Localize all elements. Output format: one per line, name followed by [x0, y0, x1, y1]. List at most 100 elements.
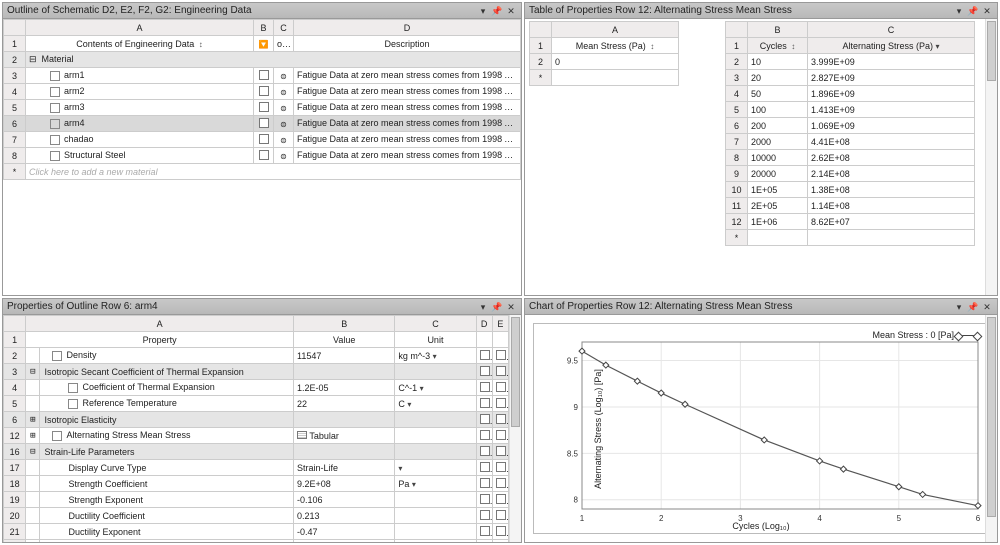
props-row[interactable]: 20Ductility Coefficient0.213 — [4, 508, 509, 524]
expand-icon[interactable]: ⊟ — [30, 367, 35, 377]
cycles-row[interactable]: 3202.827E+09 — [726, 70, 975, 86]
checkbox[interactable] — [496, 478, 506, 488]
outline-row[interactable]: 3arm1⊜Fatigue Data at zero mean stress c… — [4, 68, 521, 84]
checkbox[interactable] — [480, 430, 490, 440]
pin-icon[interactable]: 📌 — [491, 301, 503, 313]
outline-row[interactable]: 5arm3⊜Fatigue Data at zero mean stress c… — [4, 100, 521, 116]
source-icon[interactable]: ⊜ — [280, 88, 287, 97]
props-row[interactable]: 18Strength Coefficient9.2E+08Pa ▾ — [4, 476, 509, 492]
dropdown-icon[interactable]: ▾ — [953, 5, 965, 17]
props-row[interactable]: 3⊟Isotropic Secant Coefficient of Therma… — [4, 364, 509, 380]
scrollbar[interactable] — [985, 19, 997, 295]
dropdown-icon[interactable]: ▾ — [433, 352, 437, 361]
props-row[interactable]: 4Coefficient of Thermal Expansion1.2E-05… — [4, 380, 509, 396]
outline-row[interactable]: 4arm2⊜Fatigue Data at zero mean stress c… — [4, 84, 521, 100]
props-grid[interactable]: A B C D E 1 Property Value Unit 2Density… — [3, 315, 509, 542]
cycles-row[interactable]: 62001.069E+09 — [726, 118, 975, 134]
checkbox[interactable] — [480, 350, 490, 360]
cycles-grid[interactable]: BC 1Cycles ↕Alternating Stress (Pa) ▾ 21… — [725, 21, 975, 246]
outline-row[interactable]: 6arm4⊜Fatigue Data at zero mean stress c… — [4, 116, 521, 132]
outline-row[interactable]: 8Structural Steel⊜Fatigue Data at zero m… — [4, 148, 521, 164]
props-row[interactable]: 5Reference Temperature22C ▾ — [4, 396, 509, 412]
source-icon[interactable]: ⊜ — [280, 120, 287, 129]
pin-icon[interactable]: 📌 — [491, 5, 503, 17]
checkbox[interactable] — [496, 510, 506, 520]
cycles-row[interactable]: 2103.999E+09 — [726, 54, 975, 70]
cycles-row[interactable]: 4501.896E+09 — [726, 86, 975, 102]
props-row[interactable]: 12⊞Alternating Stress Mean Stress Tabula… — [4, 428, 509, 444]
checkbox[interactable] — [496, 542, 506, 543]
close-icon[interactable]: ✕ — [505, 5, 517, 17]
dropdown-icon[interactable]: ▾ — [477, 5, 489, 17]
checkbox[interactable] — [480, 462, 490, 472]
pin-icon[interactable]: 📌 — [967, 5, 979, 17]
checkbox[interactable] — [259, 70, 269, 80]
source-icon[interactable]: ⊜ — [280, 104, 287, 113]
props-row[interactable]: 19Strength Exponent-0.106 — [4, 492, 509, 508]
expand-icon[interactable]: ⊞ — [30, 431, 35, 441]
checkbox[interactable] — [259, 102, 269, 112]
checkbox[interactable] — [496, 382, 506, 392]
hdr-desc[interactable]: Description — [294, 36, 521, 52]
scrollbar[interactable] — [985, 315, 997, 542]
cycles-row[interactable]: 101E+051.38E+08 — [726, 182, 975, 198]
props-row[interactable]: 21Ductility Exponent-0.47 — [4, 524, 509, 540]
add-material[interactable]: Click here to add a new material — [26, 164, 521, 180]
dropdown-icon[interactable]: ▾ — [477, 301, 489, 313]
checkbox[interactable] — [480, 510, 490, 520]
material-header[interactable]: ⊟ Material — [26, 52, 521, 68]
checkbox[interactable] — [480, 494, 490, 504]
checkbox[interactable] — [259, 150, 269, 160]
checkbox[interactable] — [496, 350, 506, 360]
col-b[interactable]: B — [254, 20, 274, 36]
checkbox[interactable] — [480, 398, 490, 408]
checkbox[interactable] — [480, 526, 490, 536]
hdr-source[interactable]: ource — [274, 36, 294, 52]
close-icon[interactable]: ✕ — [981, 301, 993, 313]
cycles-row[interactable]: 9200002.14E+08 — [726, 166, 975, 182]
expand-icon[interactable]: ⊞ — [30, 415, 35, 425]
props-row[interactable]: 17Display Curve TypeStrain-Life ▾ — [4, 460, 509, 476]
dropdown-icon[interactable]: ▾ — [398, 464, 402, 473]
cycles-row[interactable]: 51001.413E+09 — [726, 102, 975, 118]
dropdown-icon[interactable]: ▾ — [953, 301, 965, 313]
outline-row[interactable]: 7chadao⊜Fatigue Data at zero mean stress… — [4, 132, 521, 148]
col-c[interactable]: C — [274, 20, 294, 36]
source-icon[interactable]: ⊜ — [280, 136, 287, 145]
props-row[interactable]: 22Cyclic Strength Coefficient1E+09Pa ▾ — [4, 540, 509, 543]
checkbox[interactable] — [480, 542, 490, 543]
checkbox[interactable] — [496, 414, 506, 424]
cycles-row[interactable]: 720004.41E+08 — [726, 134, 975, 150]
mean-stress-grid[interactable]: A 1Mean Stress (Pa) ↕ 20 * — [529, 21, 679, 86]
checkbox[interactable] — [496, 446, 506, 456]
checkbox[interactable] — [496, 526, 506, 536]
dropdown-icon[interactable]: ▾ — [420, 384, 424, 393]
cycles-row[interactable]: 121E+068.62E+07 — [726, 214, 975, 230]
props-row[interactable]: 2Density11547kg m^-3 ▾ — [4, 348, 509, 364]
checkbox[interactable] — [496, 494, 506, 504]
col-d[interactable]: D — [294, 20, 521, 36]
checkbox[interactable] — [496, 462, 506, 472]
checkbox[interactable] — [480, 382, 490, 392]
scrollbar[interactable] — [509, 315, 521, 542]
col-a[interactable]: A — [26, 20, 254, 36]
cycles-row[interactable]: 112E+051.14E+08 — [726, 198, 975, 214]
checkbox[interactable] — [480, 478, 490, 488]
checkbox[interactable] — [480, 446, 490, 456]
props-row[interactable]: 16⊟Strain-Life Parameters — [4, 444, 509, 460]
dropdown-icon[interactable]: ▾ — [407, 400, 411, 409]
checkbox[interactable] — [496, 430, 506, 440]
checkbox[interactable] — [259, 118, 269, 128]
checkbox[interactable] — [496, 398, 506, 408]
checkbox[interactable] — [259, 86, 269, 96]
source-icon[interactable]: ⊜ — [280, 152, 287, 161]
hdr-contents[interactable]: Contents of Engineering Data ↕ — [26, 36, 254, 52]
props-row[interactable]: 6⊞Isotropic Elasticity — [4, 412, 509, 428]
checkbox[interactable] — [480, 366, 490, 376]
checkbox[interactable] — [259, 134, 269, 144]
checkbox[interactable] — [480, 414, 490, 424]
close-icon[interactable]: ✕ — [981, 5, 993, 17]
source-icon[interactable]: ⊜ — [280, 72, 287, 81]
pin-icon[interactable]: 📌 — [967, 301, 979, 313]
dropdown-icon[interactable]: ▾ — [412, 480, 416, 489]
